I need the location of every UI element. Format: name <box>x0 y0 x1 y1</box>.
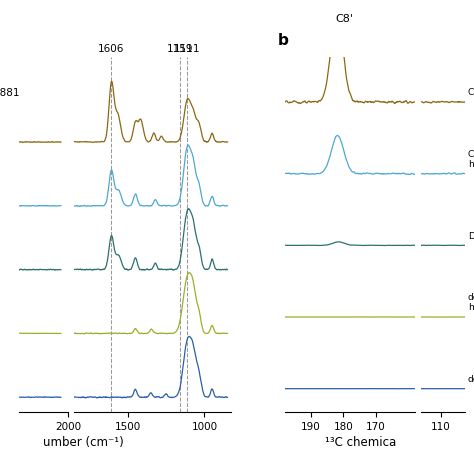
Text: CMC
hydrogel: CMC hydrogel <box>468 149 474 169</box>
Text: 1159: 1159 <box>167 44 193 54</box>
Text: D1C1-1: D1C1-1 <box>468 232 474 241</box>
Text: CMC: CMC <box>468 88 474 97</box>
Text: ¹³C chemica: ¹³C chemica <box>325 436 396 448</box>
Text: dextran
hydrogel: dextran hydrogel <box>468 293 474 312</box>
Text: dextran: dextran <box>468 375 474 384</box>
Text: C8': C8' <box>335 14 353 24</box>
Text: umber (cm⁻¹): umber (cm⁻¹) <box>43 436 123 448</box>
Text: b: b <box>277 33 288 48</box>
Text: 1606: 1606 <box>98 44 125 54</box>
Text: 2881: 2881 <box>0 88 19 98</box>
Text: 1111: 1111 <box>174 44 201 54</box>
